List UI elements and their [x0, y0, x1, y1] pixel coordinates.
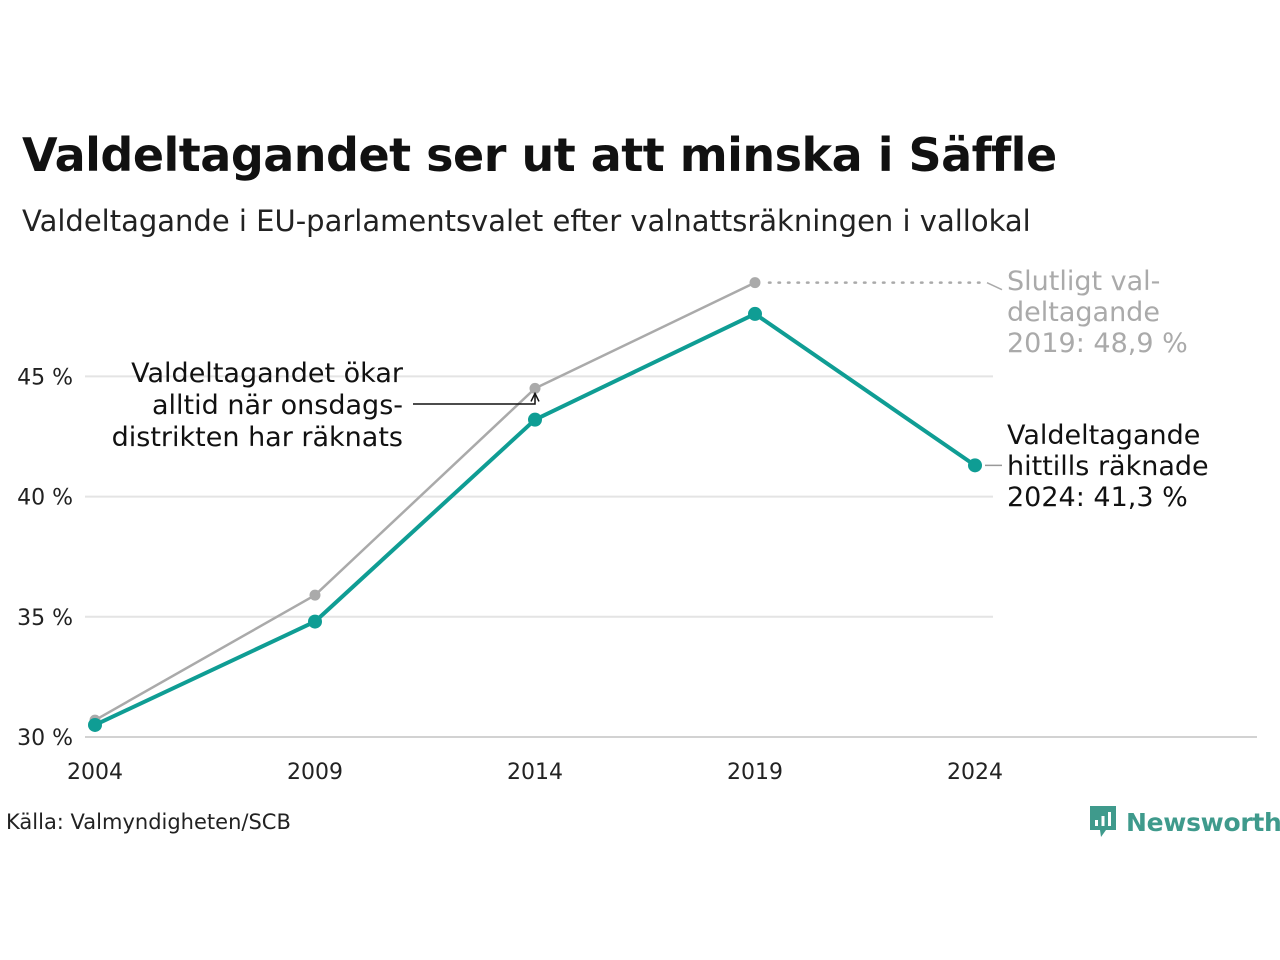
annotation-current-line-1: Valdeltagande — [1007, 420, 1200, 451]
chart-subtitle: Valdeltagande i EU-parlamentsvalet efter… — [22, 204, 1031, 238]
annotations: Valdeltagandet ökar alltid när onsdags- … — [112, 266, 1209, 513]
chart-title: Valdeltagandet ser ut att minska i Säffl… — [22, 128, 1057, 182]
source-note: Källa: Valmyndigheten/SCB — [6, 810, 291, 834]
newsworthy-logo-icon — [1090, 806, 1116, 837]
annotation-final-line-2: deltagande — [1007, 297, 1160, 328]
arrow-up-icon — [530, 391, 540, 402]
x-axis-ticks: 2004 2009 2014 2019 2024 — [67, 760, 1003, 785]
y-tick-label: 35 % — [17, 606, 73, 631]
data-point-current — [528, 412, 542, 427]
x-tick-label: 2009 — [287, 760, 343, 785]
x-tick-label: 2024 — [947, 760, 1003, 785]
annotation-mid-line-2: alltid när onsdags- — [152, 390, 403, 421]
annotation-mid-line-3: distrikten har räknats — [112, 422, 403, 453]
data-point-current — [968, 458, 982, 473]
x-tick-label: 2019 — [727, 760, 783, 785]
y-axis-ticks: 30 % 35 % 40 % 45 % — [17, 365, 73, 751]
x-tick-label: 2004 — [67, 760, 123, 785]
series-line-final — [94, 281, 756, 722]
annotation-mid-line-1: Valdeltagandet ökar — [131, 358, 404, 389]
brand-logo: Newsworthy — [1088, 804, 1280, 840]
gridlines — [85, 375, 1257, 738]
data-point-final — [309, 589, 321, 601]
x-tick-label: 2014 — [507, 760, 563, 785]
y-tick-label: 30 % — [17, 726, 73, 751]
data-point-current — [748, 306, 762, 321]
data-point-current — [88, 717, 102, 732]
annotation-current-line-2: hittills räknade — [1007, 451, 1209, 482]
annotation-final-line-3: 2019: 48,9 % — [1007, 328, 1188, 359]
annotation-current-line-3: 2024: 41,3 % — [1007, 482, 1188, 513]
y-tick-label: 45 % — [17, 365, 73, 390]
data-point-current — [308, 614, 322, 629]
y-tick-label: 40 % — [17, 486, 73, 511]
brand-name: Newsworthy — [1126, 807, 1280, 837]
annotation-mid-leader — [413, 395, 536, 405]
series-lines — [88, 277, 982, 732]
annotation-final-line-1: Slutligt val- — [1007, 266, 1160, 297]
data-point-final — [529, 382, 541, 394]
annotation-final-connector — [986, 281, 1003, 291]
data-point-final — [749, 277, 761, 289]
